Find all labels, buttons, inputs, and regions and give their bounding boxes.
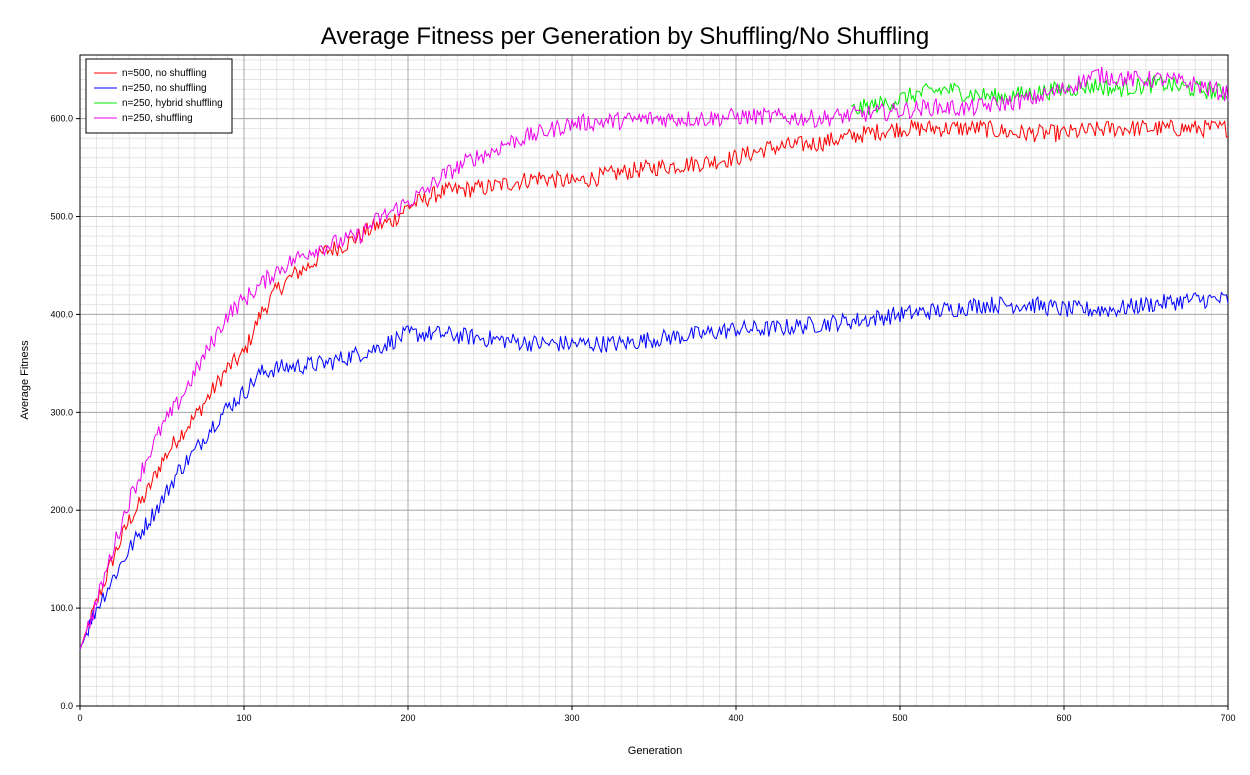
series-lines — [79, 66, 1229, 650]
y-tick-label: 400.0 — [50, 309, 73, 319]
y-axis-ticks: 0.0 100.0 200.0 300.0 400.0 500.0 600.0 — [50, 114, 80, 711]
x-axis-ticks: 0 100 200 300 400 500 600 700 — [77, 706, 1236, 723]
x-tick-label: 0 — [77, 713, 82, 723]
y-axis-label: Average Fitness — [19, 340, 31, 420]
legend-box — [85, 58, 233, 134]
legend-label: n=250, no shuffling — [122, 83, 207, 94]
legend: n=500, no shuffling n=250, no shuffling n=… — [85, 58, 233, 134]
y-tick-label: 500.0 — [50, 212, 73, 222]
y-tick-label: 300.0 — [50, 407, 73, 417]
legend-label: n=500, no shuffling — [122, 68, 207, 79]
x-tick-label: 600 — [1056, 713, 1071, 723]
x-tick-label: 100 — [236, 713, 251, 723]
y-tick-label: 100.0 — [50, 603, 73, 613]
y-tick-label: 200.0 — [50, 505, 73, 515]
series-line-2 — [79, 291, 1229, 650]
x-tick-label: 400 — [728, 713, 743, 723]
x-tick-label: 200 — [400, 713, 415, 723]
legend-label: n=250, hybrid shuffling — [122, 98, 223, 109]
minor-gridlines — [79, 55, 1229, 707]
chart-title: Average Fitness per Generation by Shuffl… — [321, 23, 929, 50]
x-tick-label: 300 — [564, 713, 579, 723]
plot-frame — [79, 54, 1229, 707]
y-tick-label: 0.0 — [60, 701, 73, 711]
series-line-3 — [850, 74, 1229, 116]
x-tick-label: 700 — [1220, 713, 1235, 723]
series-line-1 — [79, 119, 1229, 650]
series-line-4 — [79, 66, 1229, 649]
y-tick-label: 600.0 — [50, 114, 73, 124]
x-axis-label: Generation — [628, 745, 682, 757]
x-tick-label: 500 — [892, 713, 907, 723]
legend-label: n=250, shuffling — [122, 113, 193, 124]
